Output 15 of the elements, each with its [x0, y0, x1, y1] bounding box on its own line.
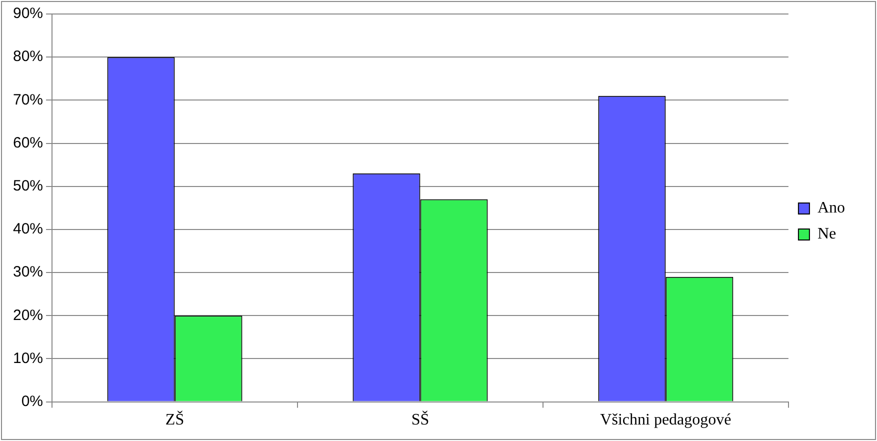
x-tick-label: SŠ	[411, 410, 430, 429]
y-tick-label: 30%	[12, 264, 44, 281]
y-tick-label: 50%	[12, 177, 44, 194]
x-tick-label: Všichni pedagogové	[600, 412, 732, 429]
y-tick-label: 20%	[12, 306, 44, 324]
legend-label: Ano	[817, 200, 846, 217]
y-tick-label: 80%	[12, 48, 44, 66]
y-tick-label: 40%	[12, 220, 44, 238]
legend-label: Ne	[817, 226, 836, 243]
y-tick-label: 0%	[21, 392, 44, 410]
x-tick-label: ZŠ	[165, 410, 184, 429]
y-tick-label: 10%	[12, 350, 44, 367]
y-tick-label: 70%	[12, 91, 44, 108]
y-tick-label: 90%	[12, 5, 44, 22]
y-tick-label: 60%	[12, 134, 44, 152]
